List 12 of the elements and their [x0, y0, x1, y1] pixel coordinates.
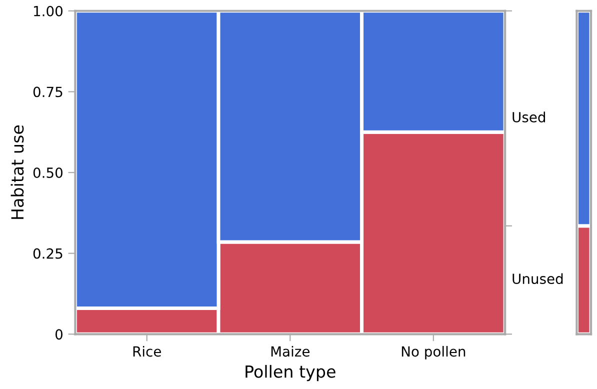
series-label: Used [512, 112, 546, 122]
y-tick-label: 0.75 [33, 86, 62, 98]
y-tick-label: 1.00 [34, 6, 62, 16]
y-tick-label: 0.50 [33, 167, 62, 178]
series-label: Unused [512, 273, 563, 284]
x-tick-label: Maize [271, 346, 310, 357]
x-tick-label: No pollen [402, 346, 466, 360]
y-tick-label: 0.25 [33, 248, 62, 259]
x-axis-title: Pollen type [246, 364, 336, 382]
y-axis-title: Habitat use [10, 125, 24, 219]
y-tick-label: 0 [55, 329, 62, 340]
x-tick-label: Rice [133, 346, 161, 357]
